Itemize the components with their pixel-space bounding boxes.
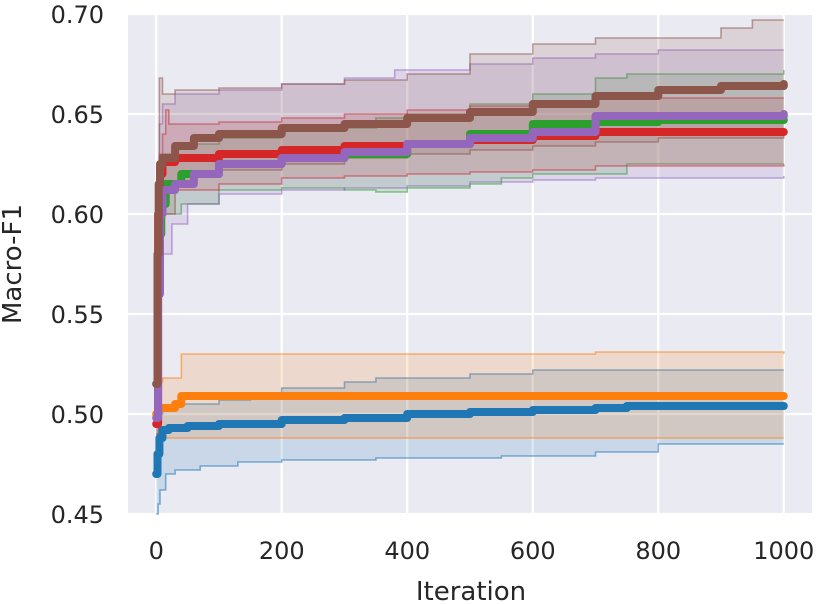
orange-upper-line xyxy=(156,351,785,383)
x-tick-label: 400 xyxy=(384,537,430,565)
y-tick-label: 0.50 xyxy=(51,401,104,429)
y-tick-label: 0.60 xyxy=(51,201,104,229)
x-tick-label: 600 xyxy=(510,537,556,565)
y-tick-label: 0.45 xyxy=(51,501,104,529)
x-axis-title: Iteration xyxy=(416,577,526,604)
y-axis-title: Macro-F1 xyxy=(0,204,28,324)
blue-mean-line xyxy=(152,402,788,478)
blue-lower-line xyxy=(156,443,784,515)
x-tick-label: 1000 xyxy=(753,537,814,565)
brown-lower-line xyxy=(156,134,785,435)
y-tick-label: 0.70 xyxy=(51,1,104,29)
x-tick-label: 800 xyxy=(635,537,681,565)
brown-upper-line xyxy=(156,19,784,295)
x-tick-label: 200 xyxy=(259,537,305,565)
series-lines xyxy=(152,80,788,478)
y-tick-label: 0.55 xyxy=(51,301,104,329)
brown-mean-line xyxy=(152,80,788,388)
y-tick-label: 0.65 xyxy=(51,101,104,129)
x-tick-label: 0 xyxy=(149,537,164,565)
y-tick-labels: 0.45 0.50 0.55 0.60 0.65 0.70 xyxy=(51,1,104,529)
x-tick-labels: 0 200 400 600 800 1000 xyxy=(149,537,815,565)
